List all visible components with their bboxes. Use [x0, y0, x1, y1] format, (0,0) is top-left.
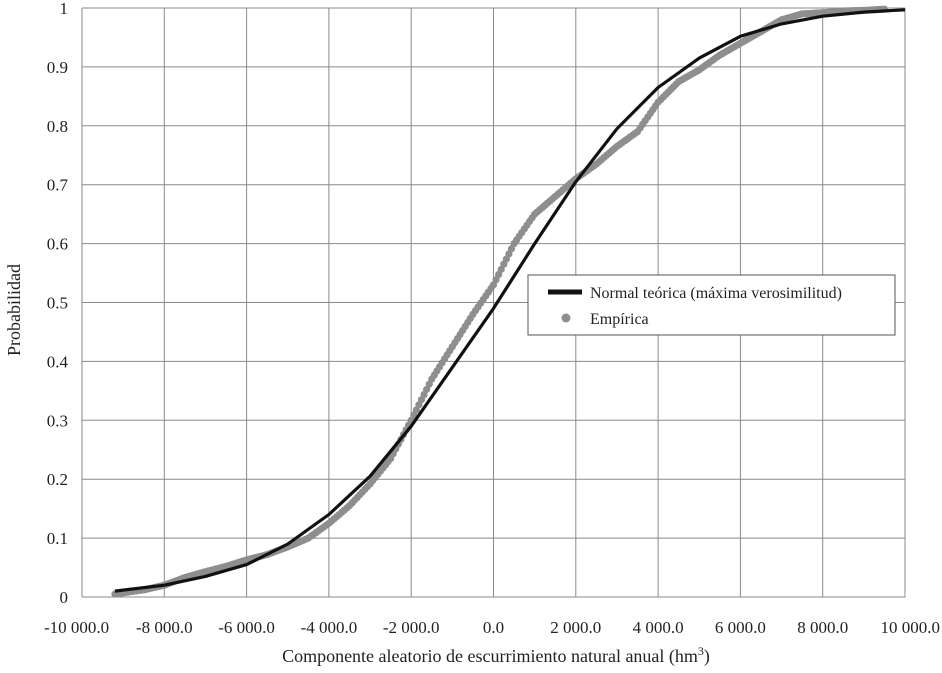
plot-area — [111, 5, 906, 598]
y-tick-label: 0.3 — [47, 411, 68, 430]
x-tick-label: 2 000.0 — [550, 618, 601, 637]
x-axis-ticks: -10 000.0 -8 000.0 -6 000.0 -4 000.0 -2 000.… — [44, 618, 940, 637]
x-tick-label: -10 000.0 — [44, 618, 109, 637]
legend: Normal teórica (máxima verosimilitud) Em… — [527, 274, 896, 336]
y-tick-label: 0.8 — [47, 117, 68, 136]
x-tick-label: 0.0 — [483, 618, 504, 637]
x-tick-label: -6 000.0 — [218, 618, 275, 637]
legend-box — [527, 274, 896, 336]
y-tick-label: 0.5 — [47, 294, 68, 313]
x-tick-label: 8 000.0 — [797, 618, 848, 637]
grid — [81, 7, 906, 598]
y-tick-label: 0.1 — [47, 529, 68, 548]
x-tick-label: -4 000.0 — [301, 618, 358, 637]
legend-label-empirica: Empírica — [590, 311, 649, 328]
x-axis-title-text: Componente aleatorio de escurrimiento na… — [282, 646, 698, 667]
x-axis-title-end: ) — [704, 646, 710, 667]
x-tick-label: 4 000.0 — [633, 618, 684, 637]
x-tick-label: -2 000.0 — [383, 618, 440, 637]
x-axis-title: Componente aleatorio de escurrimiento na… — [282, 644, 710, 667]
series-normal-teorica — [114, 8, 906, 593]
legend-marker-swatch — [561, 313, 571, 323]
x-axis-title-superscript: 3 — [698, 644, 704, 658]
legend-label-normal: Normal teórica (máxima verosimilitud) — [590, 285, 842, 302]
y-tick-label: 0.9 — [47, 58, 68, 77]
y-tick-label: 0.6 — [47, 235, 68, 254]
y-tick-label: 0.7 — [47, 176, 69, 195]
x-tick-label: -8 000.0 — [136, 618, 193, 637]
y-axis-ticks: 0 0.1 0.2 0.3 0.4 0.5 0.6 0.7 0.8 0.9 1 — [47, 0, 69, 607]
y-tick-label: 0.2 — [47, 470, 68, 489]
y-tick-label: 1 — [60, 0, 69, 18]
y-axis-title: Probabilidad — [4, 264, 24, 356]
y-tick-label: 0 — [60, 588, 69, 607]
y-tick-label: 0.4 — [47, 352, 69, 371]
x-tick-label: 10 000.0 — [881, 618, 941, 637]
x-tick-label: 6 000.0 — [715, 618, 766, 637]
